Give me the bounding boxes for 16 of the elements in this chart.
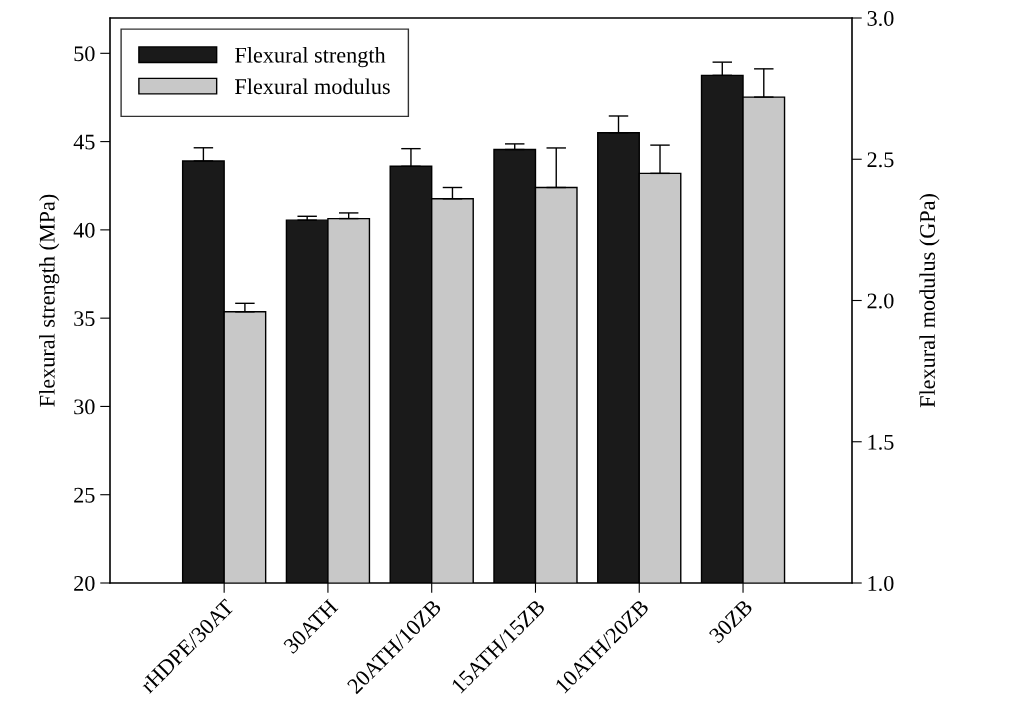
y2-tick-label: 3.0 [867, 10, 894, 27]
y2-tick-label: 2.5 [867, 152, 894, 168]
y-tick-label: 25 [74, 487, 95, 503]
y2-tick-label: 1.0 [868, 575, 894, 592]
y-tick-label: 40 [73, 222, 95, 238]
y-axis-title: Flexural strength (MPa) [39, 194, 60, 407]
legend-label: Flexural modulus [235, 78, 390, 95]
y2-tick-label: 1.5 [868, 434, 894, 450]
y-tick-label: 50 [74, 46, 95, 62]
y-tick-label: 20 [74, 575, 95, 591]
y-tick-label: 30 [74, 399, 95, 415]
y2-tick-label: 2.0 [867, 293, 894, 309]
y-tick-label: 35 [74, 311, 95, 327]
y-tick-label: 45 [73, 134, 95, 150]
y2-axis-title: Flexural modulus (GPa) [919, 194, 940, 408]
legend-label: Flexural strength [235, 47, 386, 68]
